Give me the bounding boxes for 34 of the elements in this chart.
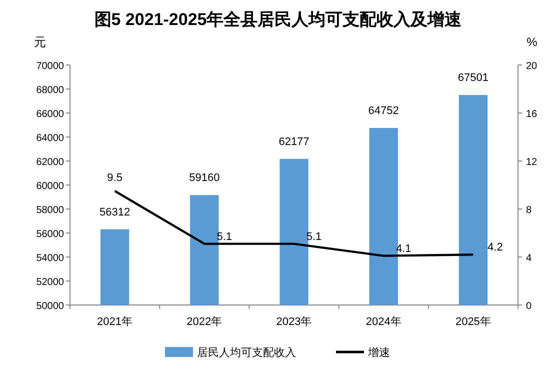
x-tick-label: 2022年 — [186, 316, 222, 328]
y-tick-label: 56000 — [36, 229, 64, 240]
y-tick-label: 50000 — [36, 301, 64, 312]
y2-tick-label: 12 — [526, 157, 538, 168]
y2-tick-label: 8 — [526, 205, 532, 216]
y-tick-label: 64000 — [36, 133, 64, 144]
y2-axis-title: % — [526, 35, 538, 49]
legend-label: 增速 — [367, 346, 390, 359]
x-tick-label: 2025年 — [455, 316, 491, 328]
y-tick-label: 62000 — [36, 157, 64, 168]
x-tick-label: 2023年 — [276, 316, 312, 328]
y-tick-label: 58000 — [36, 205, 64, 216]
x-tick-label: 2024年 — [366, 316, 402, 328]
chart-title: 图5 2021-2025年全县居民人均可支配收入及增速 — [94, 10, 462, 29]
data-label: 4.2 — [488, 242, 503, 254]
y2-tick-label: 16 — [526, 109, 538, 120]
data-label: 59160 — [189, 172, 220, 184]
data-label: 62177 — [278, 136, 310, 148]
legend-label: 居民人均可支配收入 — [197, 346, 296, 359]
y-tick-label: 66000 — [36, 109, 64, 120]
x-tick-label: 2021年 — [97, 316, 133, 328]
y-tick-label: 54000 — [36, 253, 64, 264]
y-axis-title: 元 — [34, 35, 46, 49]
y-tick-label: 52000 — [36, 277, 64, 288]
y2-tick-label: 0 — [526, 301, 532, 312]
y-tick-label: 60000 — [36, 181, 64, 192]
y-tick-label: 70000 — [36, 61, 64, 72]
data-label: 67501 — [458, 72, 488, 84]
data-label: 64752 — [368, 104, 399, 117]
y2-tick-label: 20 — [526, 61, 538, 72]
y2-tick-label: 4 — [526, 253, 532, 264]
data-label: 9.5 — [107, 172, 122, 184]
y-tick-label: 68000 — [36, 85, 64, 96]
data-label: 56312 — [100, 206, 130, 218]
